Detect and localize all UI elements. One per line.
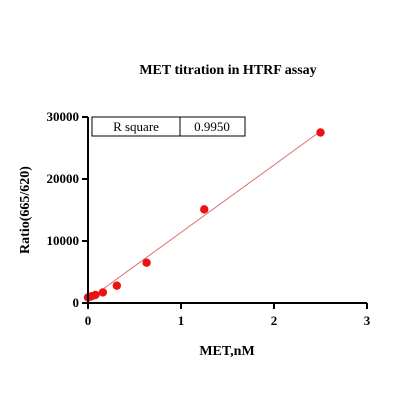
stats-table-label: R square — [113, 119, 159, 134]
x-tick-label: 1 — [178, 313, 185, 328]
fit-line — [87, 130, 321, 301]
y-tick-label: 0 — [73, 295, 80, 310]
data-point — [142, 258, 151, 267]
x-axis-label: MET,nM — [199, 344, 254, 359]
y-tick-label: 20000 — [47, 171, 80, 186]
data-point — [200, 205, 209, 214]
x-tick-label: 3 — [364, 313, 371, 328]
x-tick-label: 0 — [85, 313, 92, 328]
axes — [87, 117, 367, 304]
chart-title: MET titration in HTRF assay — [139, 63, 316, 78]
stats-table-frame — [91, 116, 246, 137]
fit-layer — [87, 130, 321, 301]
stats-table: R square 0.9950 — [91, 116, 246, 137]
y-tick-label: 30000 — [47, 109, 80, 124]
data-point — [112, 281, 122, 290]
x-tick-label: 2 — [271, 313, 278, 328]
y-axis-label: Ratio(665/620) — [18, 166, 33, 254]
data-point — [98, 288, 108, 297]
x-ticks: 0 1 2 3 — [85, 303, 371, 328]
stats-table-value: 0.9950 — [194, 119, 230, 134]
y-tick-label: 10000 — [47, 233, 80, 248]
data-point — [316, 128, 325, 137]
data-point — [91, 290, 100, 300]
y-ticks: 0 10000 20000 30000 — [47, 109, 88, 310]
